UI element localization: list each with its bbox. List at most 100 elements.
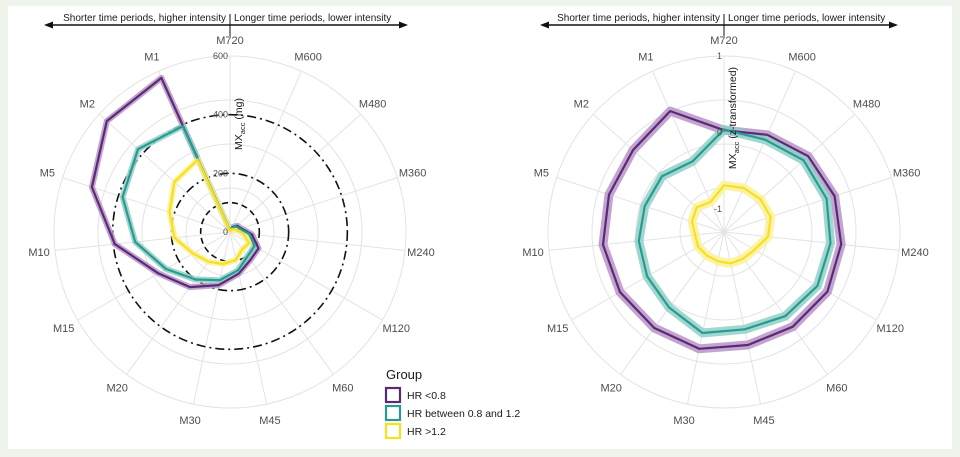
right-radar-chart: M720M600M480M360M240M120M60M45M30M20M15M… xyxy=(522,35,928,427)
data-point xyxy=(691,221,693,223)
legend-title: Group xyxy=(386,367,422,382)
grid-spoke xyxy=(723,177,892,233)
category-label: M1 xyxy=(638,52,653,64)
reference-circle xyxy=(199,201,261,263)
data-point xyxy=(235,259,237,261)
data-point xyxy=(207,261,209,263)
data-point xyxy=(222,263,224,265)
data-point xyxy=(134,241,136,243)
data-point xyxy=(723,128,725,131)
data-point xyxy=(764,139,766,141)
data-point xyxy=(165,268,167,270)
radial-tick-label: 1 xyxy=(717,51,722,61)
grid-spoke xyxy=(723,231,877,321)
radial-tick-label: 0 xyxy=(717,128,722,138)
grid-spoke xyxy=(229,113,362,233)
grid-spoke xyxy=(54,231,231,251)
data-point xyxy=(242,232,244,234)
category-label: M15 xyxy=(53,323,74,335)
data-point xyxy=(219,279,221,281)
category-label: M20 xyxy=(600,382,621,394)
grid-spoke xyxy=(98,113,231,233)
category-labels: M720M600M480M360M240M120M60M45M30M20M15M… xyxy=(28,35,434,427)
data-point xyxy=(106,120,108,122)
data-point xyxy=(235,225,237,228)
data-point xyxy=(807,155,809,157)
left-banner-arrowhead-right xyxy=(399,21,408,29)
data-point xyxy=(229,230,231,232)
data-point xyxy=(840,243,842,245)
category-label: M15 xyxy=(547,323,568,335)
category-label: M480 xyxy=(853,99,881,111)
data-point xyxy=(767,236,769,238)
right-banner: Shorter time periods, higher intensity L… xyxy=(540,13,898,36)
data-point xyxy=(194,278,197,281)
legend: Group HR <0.8 HR between 0.8 and 1.2 HR … xyxy=(384,367,520,440)
radial-axis-title: MXacc (z-transformed) xyxy=(727,67,741,169)
grid-spoke xyxy=(229,71,303,233)
category-label: M45 xyxy=(753,415,774,427)
data-point xyxy=(197,159,199,161)
category-label: M600 xyxy=(788,52,816,64)
data-point xyxy=(744,328,746,330)
grid-spoke xyxy=(77,231,231,321)
data-point xyxy=(826,291,829,293)
radial-tick-label: 0 xyxy=(223,227,228,237)
axis-title-main: MX xyxy=(233,134,245,150)
legend-swatch-hr-high xyxy=(384,422,402,440)
data-point xyxy=(247,255,249,257)
left-banner-text-right: Longer time periods, lower intensity xyxy=(234,13,391,24)
axis-title-sub: acc xyxy=(238,122,247,134)
data-point xyxy=(692,160,694,162)
legend-swatch-hr-mid xyxy=(384,404,402,422)
legend-label-hr-mid: HR between 0.8 and 1.2 xyxy=(407,408,520,420)
category-label: M60 xyxy=(332,382,353,394)
category-label: M480 xyxy=(359,99,387,111)
radial-tick-label: 600 xyxy=(213,51,228,61)
category-label: M5 xyxy=(40,168,55,180)
series-line-hr-low xyxy=(90,76,260,289)
data-point xyxy=(114,243,116,245)
data-point xyxy=(253,245,255,247)
data-point xyxy=(619,291,621,293)
series-line-hr-high xyxy=(168,158,251,266)
category-label: M1 xyxy=(144,52,159,64)
category-label: M10 xyxy=(522,247,543,259)
data-point xyxy=(646,275,648,277)
category-label: M10 xyxy=(28,247,49,259)
category-label: M120 xyxy=(383,323,411,335)
radial-tick-label: -1 xyxy=(714,204,722,214)
category-label: M240 xyxy=(407,247,435,259)
left-banner-text-left: Shorter time periods, higher intensity xyxy=(63,13,226,24)
data-point xyxy=(803,159,805,161)
data-point xyxy=(122,196,124,198)
data-point xyxy=(238,273,240,275)
data-point xyxy=(231,227,233,229)
axis-title-main: MX xyxy=(727,153,739,169)
data-point xyxy=(730,262,732,264)
data-point xyxy=(834,195,836,197)
series-line-hr-mid xyxy=(121,125,256,282)
data-point xyxy=(638,240,640,242)
data-point xyxy=(742,258,744,260)
category-label: M600 xyxy=(294,52,322,64)
data-point xyxy=(249,259,251,261)
data-point xyxy=(698,348,700,350)
data-point xyxy=(694,234,696,236)
data-point xyxy=(251,233,253,235)
data-point xyxy=(766,134,768,136)
data-point xyxy=(248,233,251,235)
category-label: M20 xyxy=(106,382,127,394)
left-banner-arrowhead-left xyxy=(44,21,53,29)
data-point xyxy=(723,184,725,186)
radial-ticks: 0 200 400 600 xyxy=(213,51,228,237)
axis-title-unit: (mg) xyxy=(233,98,245,123)
legend-label-hr-high: HR >1.2 xyxy=(407,426,446,438)
data-point xyxy=(669,110,671,112)
data-point xyxy=(237,269,239,271)
data-point xyxy=(241,248,243,250)
data-point xyxy=(257,247,260,249)
category-label: M2 xyxy=(80,99,95,111)
data-point xyxy=(230,228,232,230)
grid-spoke xyxy=(723,71,797,233)
